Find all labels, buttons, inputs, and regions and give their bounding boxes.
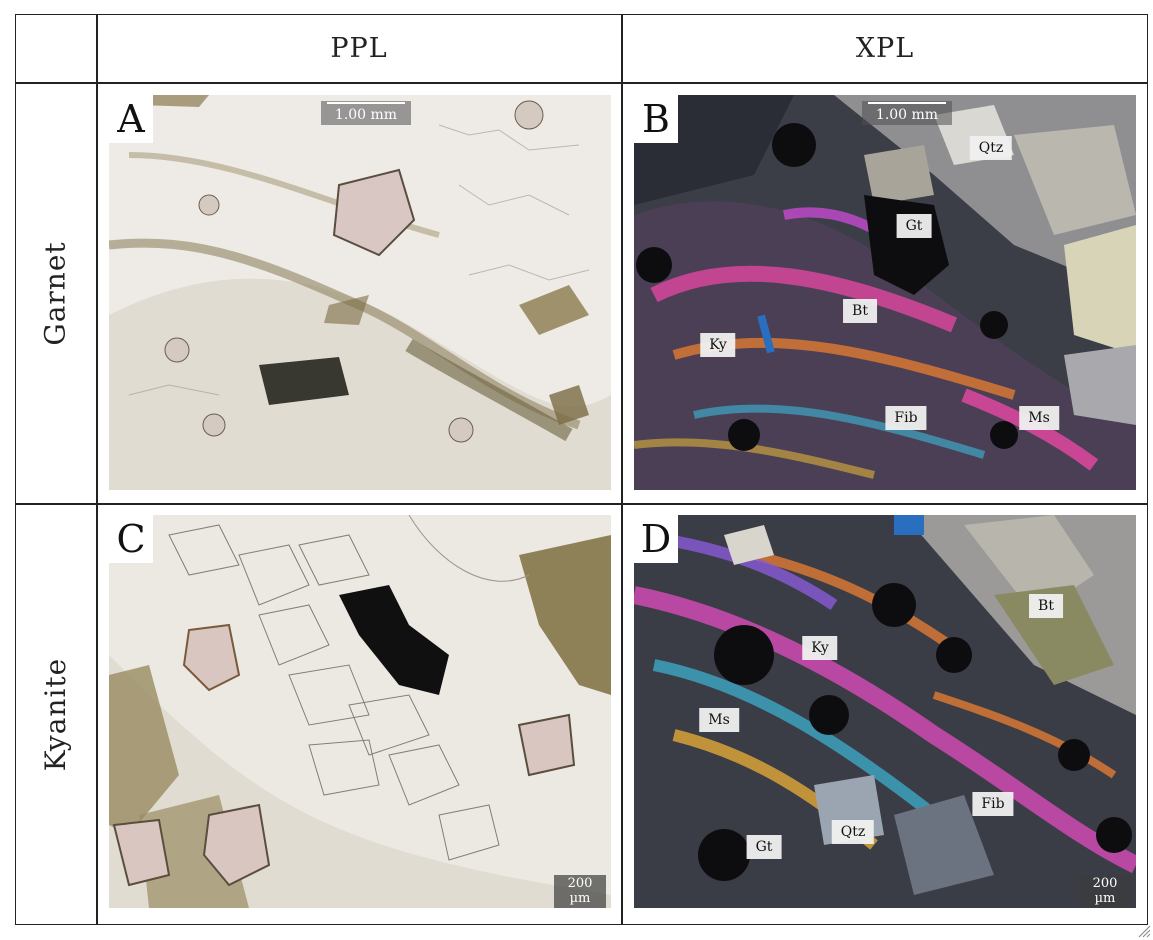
row-label-garnet: Garnet: [39, 240, 72, 346]
mineral-label-fib: Fib: [972, 792, 1014, 816]
mineral-label-bt: Bt: [843, 299, 877, 323]
mineral-label-qtz: Qtz: [831, 820, 875, 844]
micrograph-d: D 200 µm Bt Ky Ms Fib Gt Qtz: [634, 515, 1136, 908]
micrograph-b-image: [634, 95, 1136, 490]
micrograph-c: C 200 µm: [109, 515, 611, 908]
mineral-label-qtz: Qtz: [969, 136, 1013, 160]
mineral-label-ky: Ky: [802, 636, 838, 660]
row-label-kyanite: Kyanite: [39, 657, 73, 772]
micrograph-a: A 1.00 mm: [109, 95, 611, 490]
divider: [96, 14, 98, 925]
divider: [621, 14, 623, 925]
scale-bar-d: 200 µm: [1079, 875, 1131, 908]
scale-line: [868, 102, 946, 104]
panel-letter-b: B: [634, 95, 678, 143]
panel-letter-c: C: [109, 515, 153, 563]
micrograph-c-image: [109, 515, 611, 908]
mineral-label-ms: Ms: [699, 708, 739, 732]
column-header-ppl: PPL: [330, 32, 388, 64]
mineral-label-gt: Gt: [896, 214, 932, 238]
column-header-xpl: XPL: [855, 32, 915, 64]
scale-line: [327, 102, 405, 104]
mineral-label-bt: Bt: [1029, 594, 1063, 618]
micrograph-b: B 1.00 mm Qtz Gt Bt Ky Fib Ms: [634, 95, 1136, 490]
mineral-label-fib: Fib: [885, 406, 927, 430]
mineral-label-ky: Ky: [700, 333, 736, 357]
scale-bar-a: 1.00 mm: [321, 101, 411, 125]
resize-grip-icon[interactable]: [1137, 924, 1151, 938]
divider: [15, 503, 1148, 505]
scale-bar-c: 200 µm: [554, 875, 606, 908]
divider: [15, 82, 1148, 84]
mineral-label-ms: Ms: [1019, 406, 1059, 430]
mineral-label-gt: Gt: [746, 835, 782, 859]
scale-bar-b: 1.00 mm: [862, 101, 952, 125]
figure-table: [15, 14, 1148, 925]
panel-letter-d: D: [634, 515, 678, 563]
micrograph-a-image: [109, 95, 611, 490]
panel-letter-a: A: [109, 95, 153, 143]
